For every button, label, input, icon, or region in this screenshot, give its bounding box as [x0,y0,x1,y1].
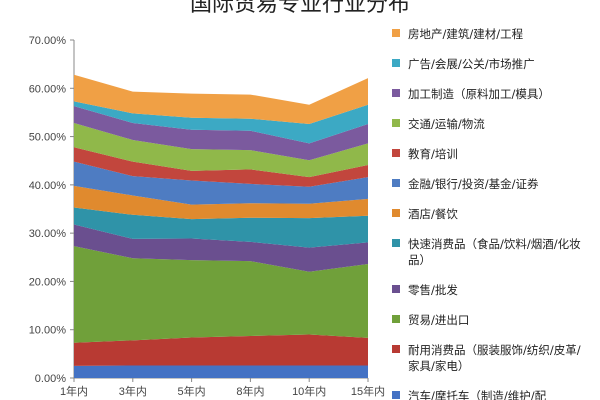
legend-label-10: 贸易/进出口 [408,313,469,327]
y-tick-label: 50.00% [29,132,67,144]
area-series-10 [74,106,368,161]
area-series-7 [74,161,368,205]
legend-swatch-6 [392,179,400,187]
legend-label-8: 快速消费品（食品/饮料/烟酒/化妆 [408,237,581,251]
area-series-2 [74,334,368,366]
y-tick-label: 60.00% [29,83,67,95]
legend-label-6: 金融/银行/投资/基金/证券 [408,177,539,191]
y-tick-label: 70.00% [29,35,67,47]
area-series-8 [74,147,368,187]
y-tick-label: 30.00% [29,228,67,240]
legend-swatch-9 [392,285,400,293]
legend-swatch-8 [392,239,400,247]
legend-swatch-3 [392,89,400,97]
legend-label-12: 汽车/摩托车（制造/维护/配 [408,389,547,400]
area-series-1 [74,365,368,378]
x-tick-label: 5年内 [178,384,206,398]
legend-label-11: 家具/家电） [408,359,469,373]
legend-label-3: 加工制造（原料加工/模具） [408,87,550,101]
chart-title: 国际贸易专业行业分布 [189,0,410,17]
x-tick-label: 15年内 [351,384,385,398]
y-tick-label: 20.00% [29,276,67,288]
legend-label-11: 耐用消费品（服装服饰/纺织/皮革/ [408,343,581,357]
legend-swatch-7 [392,209,400,217]
legend-swatch-12 [392,391,400,399]
x-tick-label: 10年内 [292,384,326,398]
legend-label-4: 交通/运输/物流 [408,117,485,131]
area-series-9 [74,123,368,178]
legend-label-5: 教育/培训 [408,147,458,161]
legend-label-2: 广告/会展/公关/市场推广 [408,57,535,71]
legend-swatch-1 [392,29,400,37]
y-tick-label: 40.00% [29,180,67,192]
x-tick-label: 3年内 [119,384,147,398]
area-series-6 [74,185,368,220]
area-series-11 [74,101,368,144]
area-series-4 [74,224,368,272]
legend-label-9: 零售/批发 [408,283,458,297]
legend-label-8: 品） [408,253,431,267]
legend-swatch-4 [392,119,400,127]
y-tick-label: 10.00% [29,325,67,337]
legend-swatch-11 [392,345,400,353]
area-series-3 [74,246,368,343]
legend-label-7: 酒店/餐饮 [408,207,458,221]
area-series-12 [74,74,368,125]
legend-label-1: 房地产/建筑/建材/工程 [408,27,524,41]
area-series-5 [74,207,368,248]
legend-swatch-2 [392,59,400,67]
x-tick-label: 8年内 [236,384,264,398]
legend-swatch-5 [392,149,400,157]
x-tick-label: 1年内 [60,384,88,398]
y-tick-label: 0.00% [35,373,66,385]
legend-swatch-10 [392,315,400,323]
